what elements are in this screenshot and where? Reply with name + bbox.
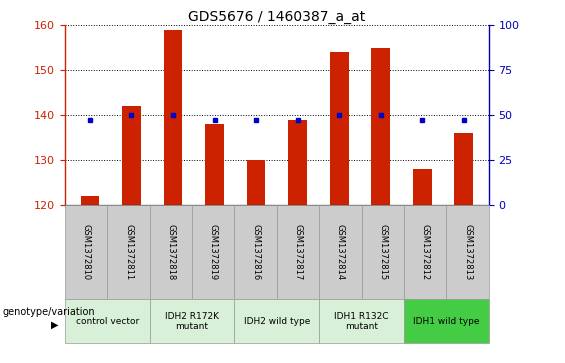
Text: GSM1372819: GSM1372819 [209,224,218,280]
Bar [164,30,182,205]
Text: IDH1 R132C
mutant: IDH1 R132C mutant [334,311,389,331]
Bar [122,106,141,205]
Text: GSM1372810: GSM1372810 [82,224,90,280]
Text: GSM1372815: GSM1372815 [379,224,387,280]
Bar [454,133,473,205]
Title: GDS5676 / 1460387_a_at: GDS5676 / 1460387_a_at [188,11,366,24]
Text: IDH2 R172K
mutant: IDH2 R172K mutant [165,311,219,331]
Text: GSM1372817: GSM1372817 [294,224,302,280]
Bar [205,124,224,205]
Text: GSM1372814: GSM1372814 [336,224,345,280]
Text: ▶: ▶ [51,320,58,330]
Text: GSM1372812: GSM1372812 [421,224,429,280]
Bar [413,169,432,205]
Bar [330,52,349,205]
Text: IDH2 wild type: IDH2 wild type [244,317,310,326]
Bar [247,160,266,205]
Text: GSM1372816: GSM1372816 [251,224,260,280]
Text: GSM1372811: GSM1372811 [124,224,133,280]
Bar [371,48,390,205]
Text: GSM1372813: GSM1372813 [463,224,472,280]
Text: genotype/variation: genotype/variation [3,307,95,317]
Text: GSM1372818: GSM1372818 [167,224,175,280]
Text: IDH1 wild type: IDH1 wild type [413,317,480,326]
Bar [81,196,99,205]
Text: control vector: control vector [76,317,139,326]
Bar [288,120,307,205]
